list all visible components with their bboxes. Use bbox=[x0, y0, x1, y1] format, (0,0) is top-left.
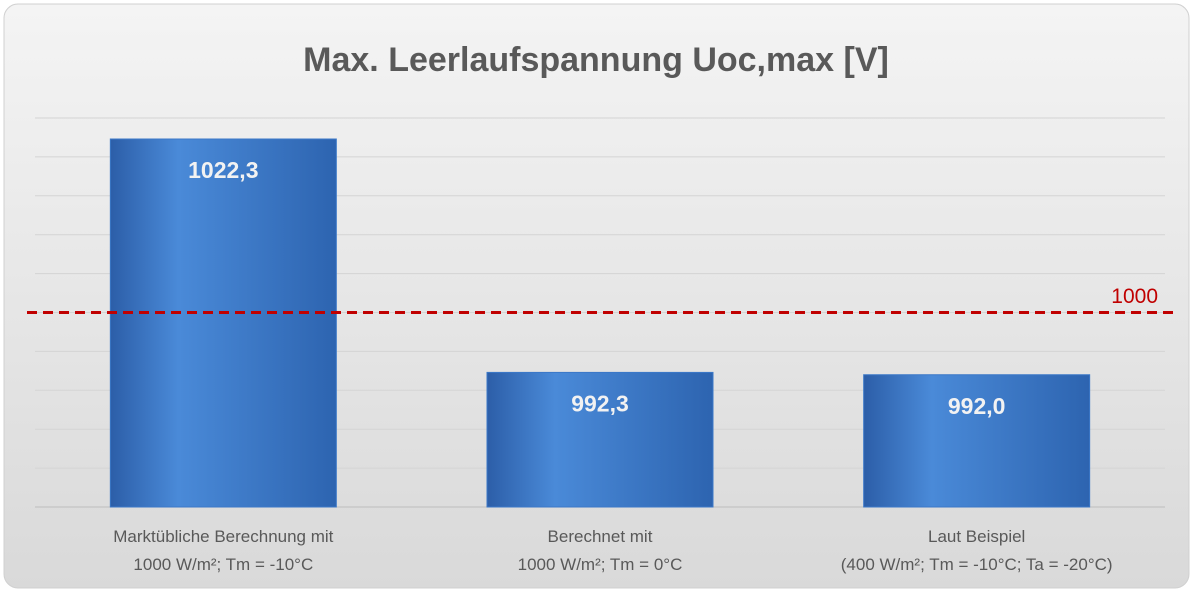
value-label: 1022,3 bbox=[188, 157, 258, 183]
x-tick-label-line: Laut Beispiel bbox=[928, 527, 1025, 546]
x-tick-label-line: 1000 W/m²; Tm = 0°C bbox=[518, 555, 683, 574]
value-label: 992,0 bbox=[948, 393, 1006, 419]
x-tick-label: Laut Beispiel (400 W/m²; Tm = -10°C; Ta =… bbox=[841, 527, 1113, 574]
bar bbox=[863, 374, 1091, 508]
bar bbox=[486, 371, 714, 508]
bar bbox=[109, 138, 337, 508]
value-label: 992,3 bbox=[571, 390, 629, 416]
x-tick-label-line: (400 W/m²; Tm = -10°C; Ta = -20°C) bbox=[841, 555, 1113, 574]
reference-label: 1000 bbox=[1111, 285, 1158, 308]
chart-title: Max. Leerlaufspannung Uoc,max [V] bbox=[303, 41, 889, 79]
x-tick-label: Berechnet mit 1000 W/m²; Tm = 0°C bbox=[518, 527, 683, 574]
x-tick-label-line: 1000 W/m²; Tm = -10°C bbox=[133, 555, 313, 574]
x-tick-label: Marktübliche Berechnung mit 1000 W/m²; Tm… bbox=[113, 527, 333, 574]
x-tick-label-line: Berechnet mit bbox=[548, 527, 653, 546]
x-tick-label-line: Marktübliche Berechnung mit bbox=[113, 527, 333, 546]
